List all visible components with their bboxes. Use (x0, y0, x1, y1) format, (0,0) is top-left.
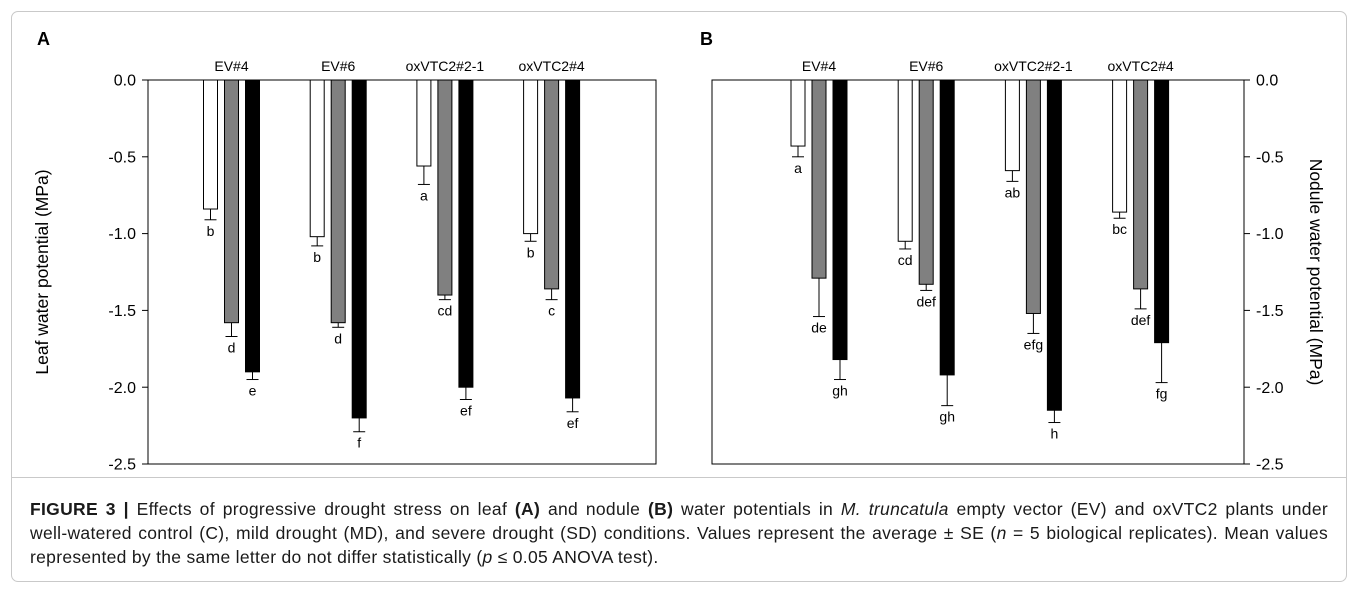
panel-b-significance-letter: de (811, 320, 827, 336)
panel-b-y-axis-title: Nodule water potential (MPa) (1306, 159, 1326, 386)
panel-b-category-label: oxVTC2#2-1 (994, 58, 1073, 74)
panel-b-significance-letter: h (1051, 426, 1059, 442)
panel-a-significance-letter: cd (438, 303, 453, 319)
panel-a-bar (309, 79, 325, 238)
panel-a-significance-letter: f (357, 435, 361, 451)
panel-a-bar (437, 79, 453, 296)
panel-b-chart: B Nodule water potential (MPa) 0.0 -0.5 -1… (700, 29, 1326, 474)
panel-a-significance-letter: b (207, 223, 215, 239)
panel-b-bar (1046, 79, 1062, 411)
panel-b-category-label: EV#4 (802, 58, 836, 74)
caption-panel-ref-b: (B) (648, 499, 674, 519)
caption-text: and nodule (540, 499, 649, 519)
panel-b-y-tick-label: -2.5 (1256, 457, 1284, 474)
panel-a-label: A (37, 29, 50, 49)
panel-b-significance-letter: bc (1112, 221, 1127, 237)
panel-a-bar (245, 79, 260, 373)
caption-text: = 5 biological replicates). Mean values (1006, 523, 1328, 543)
caption-figure-number: FIGURE 3 | (30, 499, 137, 519)
panel-a-significance-letter: ef (567, 415, 579, 431)
caption-text: well-watered control (C), mild drought (… (30, 523, 997, 543)
panel-b-y-tick-label: -2.0 (1256, 380, 1284, 397)
panel-b-y-tick-label: 0.0 (1256, 73, 1278, 90)
panel-a-chart: A Leaf water potential (MPa) 0.0 -0.5 -1.0… (32, 29, 657, 474)
panel-a-significance-letter: a (420, 187, 428, 203)
caption-text: represented by the same letter do not di… (30, 547, 483, 567)
panel-a-bar (330, 79, 346, 324)
panel-a-y-tick-label: 0.0 (114, 73, 136, 90)
panel-a-category-label: EV#4 (214, 58, 248, 74)
panel-b-significance-letter: efg (1024, 336, 1043, 352)
panel-b-bar (1133, 79, 1149, 290)
panel-a-bar (458, 79, 474, 388)
panel-b-bar (790, 79, 806, 147)
panel-a-bar (351, 79, 367, 419)
panel-b-bar (939, 79, 955, 376)
panel-b-bar (1025, 79, 1041, 314)
panel-a-y-tick-label: -0.5 (108, 149, 136, 166)
caption-italic-p: p (482, 547, 493, 567)
figure-canvas: A Leaf water potential (MPa) 0.0 -0.5 -1.0… (32, 29, 1326, 474)
figure-caption: FIGURE 3 | Effects of progressive drough… (30, 497, 1328, 569)
panel-a-category-label: EV#6 (321, 58, 355, 74)
panel-b-significance-letter: fg (1156, 386, 1168, 402)
panel-a-y-tick-label: -2.0 (108, 380, 136, 397)
panel-b-y-tick-label: -1.0 (1256, 226, 1284, 243)
panel-a-significance-letter: d (228, 340, 236, 356)
caption-text: Effects of progressive drought stress on… (136, 499, 515, 519)
caption-text: empty vector (EV) and oxVTC2 plants unde… (948, 499, 1328, 519)
caption-separator (12, 477, 1346, 478)
panel-a-category-label: oxVTC2#2-1 (406, 58, 485, 74)
panel-b-label: B (700, 29, 713, 49)
panel-a-significance-letter: ef (460, 402, 472, 418)
panel-a-y-tick-label: -1.0 (108, 226, 136, 243)
panel-a-significance-letter: d (334, 330, 342, 346)
panel-b-significance-letter: a (794, 160, 802, 176)
panel-b-y-tick-label: -1.5 (1256, 303, 1284, 320)
panel-a-bar (565, 79, 581, 399)
panel-a-significance-letter: c (548, 303, 555, 319)
panel-a-y-tick-label: -1.5 (108, 303, 136, 320)
panel-a-plot-frame (147, 79, 657, 465)
panel-b-significance-letter: def (916, 293, 936, 309)
panel-a-significance-letter: b (527, 244, 535, 260)
panel-a-bar (544, 79, 560, 290)
panel-b-plot-frame (711, 79, 1245, 465)
panel-b-bar (897, 79, 913, 242)
panel-a-y-axis-title: Leaf water potential (MPa) (32, 169, 52, 374)
panel-a-bar (416, 79, 432, 167)
panel-a-bar (203, 79, 218, 210)
panel-b-bar (1154, 79, 1170, 344)
caption-line-1: FIGURE 3 | Effects of progressive drough… (30, 497, 1328, 521)
caption-italic-n: n (996, 523, 1007, 543)
panel-b-y-tick-label: -0.5 (1256, 149, 1284, 166)
panel-a-significance-letter: e (249, 383, 257, 399)
panel-a-bar (224, 79, 239, 324)
figure-border (11, 11, 1347, 582)
panel-a-y-tick-label: -2.5 (108, 457, 136, 474)
panel-b-category-label: EV#6 (909, 58, 943, 74)
panel-b-significance-letter: gh (832, 383, 848, 399)
panel-b-bar (1112, 79, 1128, 213)
panel-b-significance-letter: gh (939, 409, 955, 425)
panel-b-bar (811, 79, 827, 279)
panel-a-bar (523, 79, 539, 235)
panel-b-bar (918, 79, 934, 285)
panel-b-bar (1004, 79, 1020, 172)
caption-text: ≤ 0.05 ANOVA test). (492, 547, 659, 567)
caption-text: water potentials in (673, 499, 841, 519)
caption-species-name: M. truncatula (840, 499, 949, 519)
caption-line-2: well-watered control (C), mild drought (… (30, 521, 1328, 545)
panel-a-category-label: oxVTC2#4 (519, 58, 585, 74)
panel-b-significance-letter: cd (898, 252, 913, 268)
caption-line-3: represented by the same letter do not di… (30, 545, 1328, 569)
panel-b-significance-letter: ab (1005, 184, 1021, 200)
panel-b-bar (832, 79, 848, 361)
panel-b-significance-letter: def (1131, 312, 1151, 328)
caption-panel-ref-a: (A) (514, 499, 541, 519)
panel-a-significance-letter: b (313, 249, 321, 265)
panel-b-category-label: oxVTC2#4 (1108, 58, 1174, 74)
